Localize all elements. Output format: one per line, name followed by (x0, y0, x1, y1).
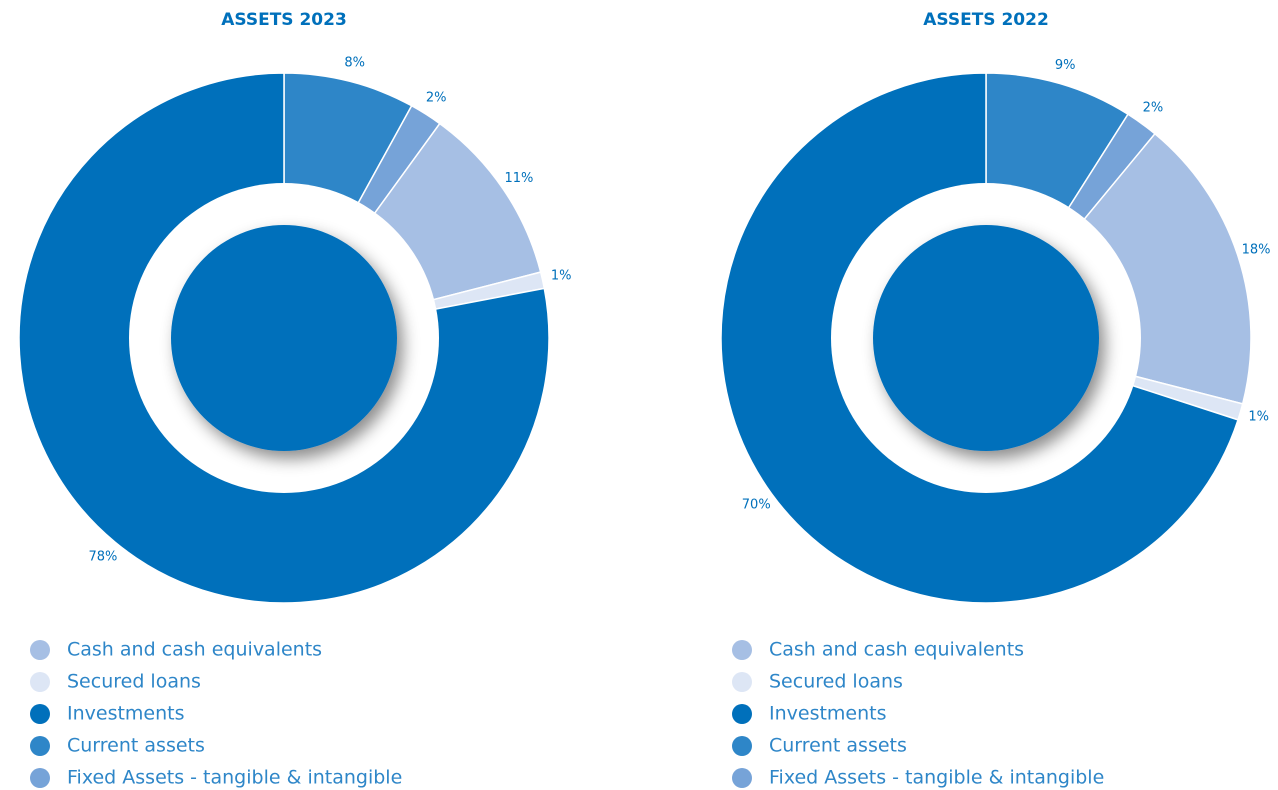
legend-swatch (732, 768, 752, 788)
value-label: 1% (551, 269, 572, 284)
legend-swatch (732, 736, 752, 756)
chart-title: ASSETS 2023 (221, 10, 347, 30)
legend-swatch (30, 640, 50, 660)
legend-swatch (732, 704, 752, 724)
legend-swatch (30, 672, 50, 692)
legend-label: Investments (67, 703, 185, 725)
legend-label: Current assets (769, 735, 907, 757)
legend-label: Secured loans (67, 671, 201, 693)
value-label: 2% (426, 91, 447, 106)
value-label: 2% (1143, 101, 1164, 116)
value-label: 8% (344, 55, 365, 70)
legend-swatch (732, 640, 752, 660)
legend-swatch (30, 768, 50, 788)
value-label: 78% (89, 549, 118, 564)
legend-label: Secured loans (769, 671, 903, 693)
value-label: 9% (1055, 58, 1076, 73)
legend-label: Current assets (67, 735, 205, 757)
legend-swatch (30, 736, 50, 756)
value-label: 11% (504, 171, 533, 186)
value-label: 1% (1248, 410, 1269, 425)
legend-label: Cash and cash equivalents (769, 639, 1024, 661)
legend-label: Cash and cash equivalents (67, 639, 322, 661)
chart-title: ASSETS 2022 (923, 10, 1049, 30)
legend-swatch (732, 672, 752, 692)
legend-label: Investments (769, 703, 887, 725)
value-label: 70% (742, 497, 771, 512)
value-label: 18% (1242, 243, 1271, 258)
legend-swatch (30, 704, 50, 724)
legend-label: Fixed Assets - tangible & intangible (67, 767, 402, 789)
legend-label: Fixed Assets - tangible & intangible (769, 767, 1104, 789)
inner-disc (171, 225, 397, 451)
inner-disc (873, 225, 1099, 451)
